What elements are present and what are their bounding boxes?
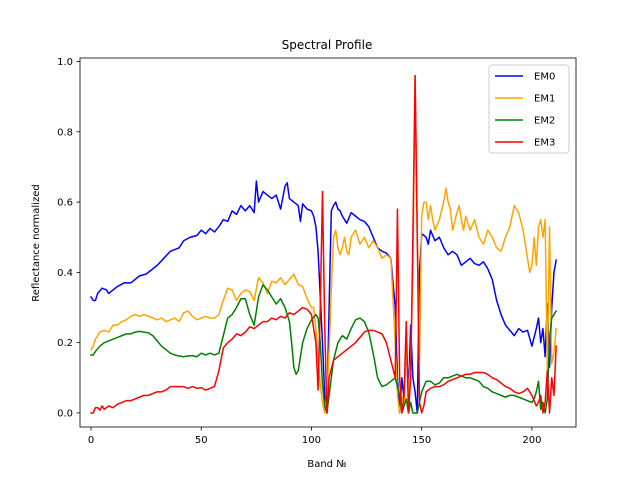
legend: EM0 EM1 EM2 EM3 [488,64,570,154]
legend-label-em1: EM1 [534,94,555,105]
plot-area [89,74,558,414]
plot-frame [79,57,577,428]
x-axis-title: Band № [307,459,346,470]
series-line-em2 [90,283,558,414]
x-tick-label: 200 [522,435,541,446]
y-tick-label: 0.2 [57,338,73,349]
y-tick-label: 0.4 [57,268,73,279]
legend-label-em2: EM2 [534,116,555,127]
y-tick-label: 0.6 [57,198,73,209]
series-line-em3 [90,74,557,414]
x-tick-label: 100 [302,435,321,446]
x-tick-label: 0 [88,435,94,446]
legend-box [488,64,570,154]
y-tick-label: 0.8 [57,127,73,138]
series-line-em0 [89,180,558,414]
y-tick-label: 0.0 [57,408,73,419]
series-line-em1 [89,74,557,414]
x-tick-label: 50 [195,435,208,446]
axes: 0 50 100 150 200 0.0 0.2 0.4 0.6 0.8 1.0 [57,57,577,446]
y-tick-label: 1.0 [57,57,73,68]
x-tick-label: 150 [412,435,431,446]
legend-label-em3: EM3 [534,138,555,149]
y-axis-title: Reflectance normalized [31,184,42,301]
legend-label-em0: EM0 [534,72,555,83]
chart-title: Spectral Profile [282,38,373,52]
